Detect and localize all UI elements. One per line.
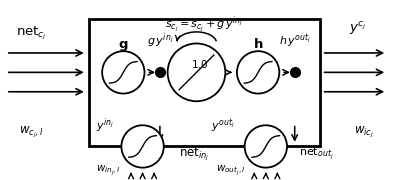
Text: $w_{out_j,l}$: $w_{out_j,l}$ [216, 164, 246, 178]
Text: $\mathrm{net}_{out_j}$: $\mathrm{net}_{out_j}$ [299, 146, 333, 162]
Text: g: g [119, 38, 128, 51]
Text: 1.0: 1.0 [192, 60, 209, 70]
Ellipse shape [121, 125, 164, 168]
Bar [89, 19, 320, 147]
Text: $h\,y^{out_j}$: $h\,y^{out_j}$ [279, 33, 311, 50]
Text: $\mathrm{net}_{in_j}$: $\mathrm{net}_{in_j}$ [179, 146, 210, 163]
Ellipse shape [167, 44, 226, 101]
Text: $g\,y^{in_j}$: $g\,y^{in_j}$ [147, 32, 173, 50]
Text: $w_{c_j,l}$: $w_{c_j,l}$ [19, 125, 43, 140]
Text: $w_{in_j,l}$: $w_{in_j,l}$ [96, 164, 120, 178]
Text: $y^{c_j}$: $y^{c_j}$ [349, 20, 367, 37]
Text: $s_{c_j}=s_{c_j}+g\,y^{in_j}$: $s_{c_j}=s_{c_j}+g\,y^{in_j}$ [165, 14, 243, 35]
Text: $w_{ic_j}$: $w_{ic_j}$ [354, 125, 374, 140]
Ellipse shape [102, 51, 145, 94]
Text: $\mathrm{net}_{c_j}$: $\mathrm{net}_{c_j}$ [15, 25, 46, 42]
Text: h: h [253, 38, 263, 51]
Ellipse shape [244, 125, 287, 168]
Text: $y^{in_j}$: $y^{in_j}$ [96, 117, 114, 136]
Text: $y^{out_j}$: $y^{out_j}$ [211, 117, 235, 135]
Ellipse shape [237, 51, 279, 94]
